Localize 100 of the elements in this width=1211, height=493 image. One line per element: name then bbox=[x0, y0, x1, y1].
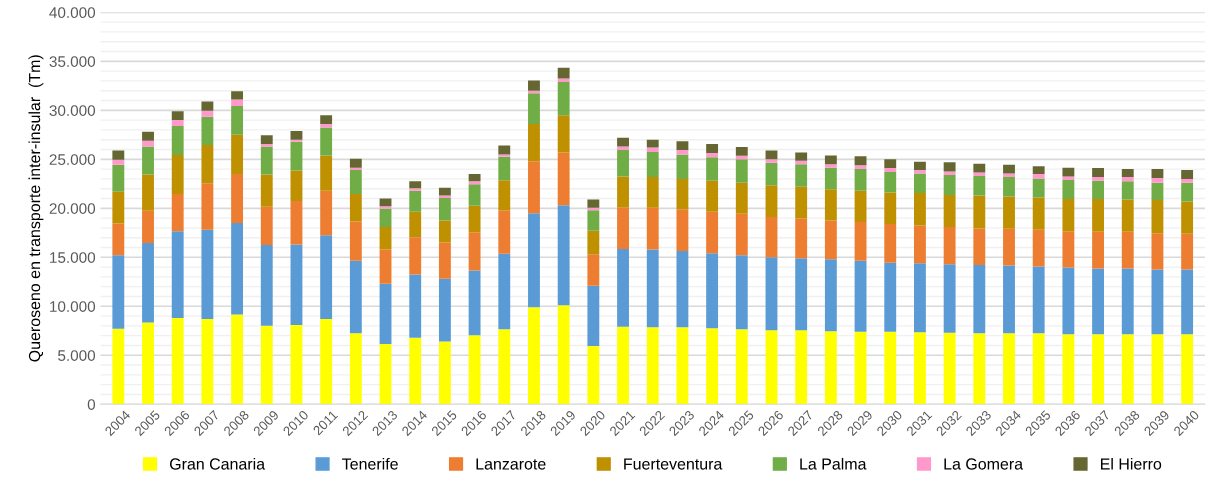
bar bbox=[973, 163, 986, 173]
bar bbox=[854, 331, 867, 405]
bar bbox=[854, 222, 867, 261]
bar bbox=[498, 210, 511, 254]
bar bbox=[943, 264, 956, 333]
bar bbox=[1181, 269, 1194, 335]
bar bbox=[528, 161, 540, 214]
bar bbox=[1062, 267, 1075, 335]
bar bbox=[795, 164, 808, 187]
bar bbox=[1092, 334, 1104, 405]
bar bbox=[231, 174, 244, 223]
bar bbox=[379, 344, 392, 405]
bar bbox=[765, 217, 778, 258]
bar bbox=[765, 162, 778, 186]
legend-label: La Gomera bbox=[944, 458, 1024, 470]
bar bbox=[1032, 166, 1045, 174]
bar bbox=[1062, 334, 1075, 405]
bar bbox=[646, 176, 659, 208]
bar bbox=[913, 170, 926, 174]
bar bbox=[112, 150, 125, 160]
bar bbox=[320, 319, 333, 405]
bar bbox=[231, 222, 244, 315]
bar bbox=[1062, 198, 1075, 232]
bar bbox=[824, 220, 837, 260]
bar bbox=[854, 165, 867, 170]
bar bbox=[379, 206, 392, 209]
bar bbox=[112, 191, 125, 224]
bar bbox=[1151, 233, 1164, 270]
bar bbox=[142, 210, 154, 244]
bar bbox=[795, 186, 808, 219]
bar bbox=[557, 81, 570, 116]
bar bbox=[735, 147, 748, 156]
legend-label: Lanzarote bbox=[476, 458, 546, 470]
bar bbox=[1032, 178, 1045, 198]
bar bbox=[201, 145, 214, 184]
bar bbox=[498, 145, 511, 155]
bar bbox=[1181, 233, 1194, 270]
bar bbox=[795, 330, 808, 405]
bar bbox=[379, 208, 392, 227]
bar bbox=[884, 159, 897, 169]
bar bbox=[1003, 228, 1015, 266]
bar bbox=[1092, 198, 1104, 232]
bar bbox=[498, 180, 511, 211]
bar bbox=[1181, 182, 1194, 202]
bar bbox=[498, 329, 511, 405]
bar bbox=[587, 345, 600, 405]
bar bbox=[171, 154, 184, 195]
bar bbox=[676, 149, 689, 155]
bar bbox=[349, 194, 362, 222]
bar bbox=[913, 263, 926, 333]
bar bbox=[1003, 196, 1015, 229]
bar bbox=[913, 173, 926, 194]
bar bbox=[884, 331, 897, 405]
bar bbox=[1121, 176, 1134, 182]
bar bbox=[913, 161, 926, 171]
bar bbox=[854, 156, 867, 166]
bar bbox=[884, 172, 897, 193]
bar bbox=[349, 333, 362, 405]
bar bbox=[943, 174, 956, 196]
bar bbox=[290, 324, 303, 405]
bar bbox=[112, 159, 125, 165]
y-tick-label: 25.000 bbox=[49, 154, 96, 165]
bar bbox=[1092, 176, 1104, 181]
bar bbox=[409, 188, 422, 191]
bar bbox=[1181, 201, 1194, 234]
bar bbox=[498, 253, 511, 330]
bar bbox=[973, 265, 986, 334]
bar bbox=[320, 155, 333, 191]
bar bbox=[676, 250, 689, 328]
bar bbox=[913, 193, 926, 226]
bar bbox=[468, 232, 481, 271]
bar bbox=[320, 190, 333, 236]
bar bbox=[260, 174, 273, 207]
bar bbox=[884, 223, 897, 263]
bar bbox=[379, 249, 392, 284]
bar bbox=[706, 152, 719, 158]
bar bbox=[676, 209, 689, 251]
bar bbox=[557, 205, 570, 306]
bar bbox=[765, 159, 778, 163]
bar bbox=[528, 80, 540, 91]
bar bbox=[913, 332, 926, 405]
legend-label: Tenerife bbox=[342, 457, 398, 470]
bar bbox=[824, 331, 837, 405]
bar bbox=[290, 244, 303, 325]
bar bbox=[943, 332, 956, 405]
bar bbox=[409, 181, 422, 189]
bar bbox=[201, 319, 214, 405]
bar bbox=[1032, 266, 1045, 334]
bar bbox=[973, 228, 986, 266]
bar bbox=[706, 253, 719, 329]
bar bbox=[913, 225, 926, 264]
y-tick-label: 10.000 bbox=[50, 301, 96, 312]
bar bbox=[824, 164, 837, 168]
bar bbox=[231, 99, 244, 106]
bar bbox=[706, 157, 719, 181]
bar bbox=[171, 194, 184, 232]
bar bbox=[646, 207, 659, 250]
y-tick-label: 30.000 bbox=[49, 105, 96, 116]
bar bbox=[290, 141, 303, 171]
bar bbox=[260, 146, 273, 175]
